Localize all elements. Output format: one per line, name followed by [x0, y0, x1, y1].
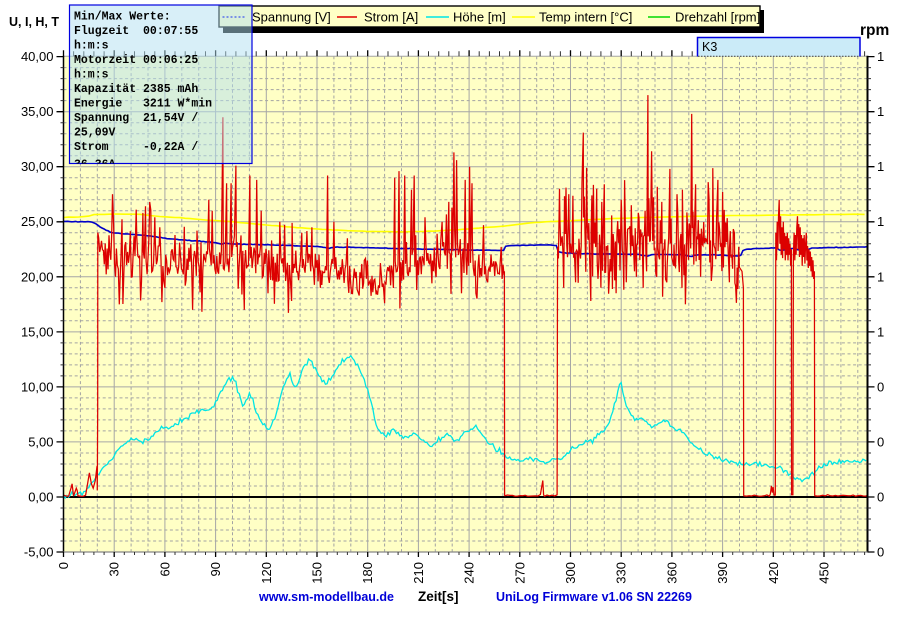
svg-text:360: 360 — [664, 562, 679, 584]
svg-text:Temp intern [°C]: Temp intern [°C] — [539, 10, 632, 25]
svg-text:1: 1 — [877, 324, 884, 339]
svg-text:1: 1 — [877, 159, 884, 174]
svg-text:Min/Max Werte:: Min/Max Werte: — [74, 11, 171, 24]
svg-text:90: 90 — [208, 562, 223, 576]
svg-text:35,00: 35,00 — [21, 104, 54, 119]
svg-text:rpm: rpm — [860, 22, 889, 39]
svg-text:1: 1 — [877, 269, 884, 284]
svg-text:Strom -0,22A /: Strom -0,22A / — [74, 141, 198, 154]
svg-text:60: 60 — [157, 562, 172, 576]
svg-text:Spannung [V]: Spannung [V] — [252, 10, 331, 25]
svg-text:210: 210 — [411, 562, 426, 584]
svg-text:www.sm-modellbau.de: www.sm-modellbau.de — [258, 590, 394, 604]
svg-text:K3: K3 — [702, 40, 717, 54]
svg-text:Höhe [m]: Höhe [m] — [453, 10, 506, 25]
svg-text:1: 1 — [877, 49, 884, 64]
svg-text:420: 420 — [766, 562, 781, 584]
svg-text:0: 0 — [877, 490, 884, 505]
svg-text:0: 0 — [56, 562, 71, 569]
svg-text:1: 1 — [877, 104, 884, 119]
svg-text:30,00: 30,00 — [21, 159, 54, 174]
svg-text:120: 120 — [259, 562, 274, 584]
svg-text:U, I, H, T: U, I, H, T — [9, 15, 59, 29]
svg-text:300: 300 — [563, 562, 578, 584]
svg-text:0,00: 0,00 — [28, 490, 53, 505]
svg-text:450: 450 — [817, 562, 832, 584]
svg-text:Kapazität 2385 mAh: Kapazität 2385 mAh — [74, 83, 198, 96]
svg-text:Flugzeit 00:07:55: Flugzeit 00:07:55 — [74, 25, 198, 38]
svg-text:0: 0 — [877, 379, 884, 394]
svg-text:30: 30 — [107, 562, 122, 576]
svg-text:10,00: 10,00 — [21, 379, 54, 394]
svg-text:h:m:s: h:m:s — [74, 40, 109, 53]
svg-text:UniLog Firmware v1.06 SN 22269: UniLog Firmware v1.06 SN 22269 — [496, 590, 692, 604]
svg-text:20,00: 20,00 — [21, 269, 54, 284]
svg-text:5,00: 5,00 — [28, 434, 53, 449]
svg-text:Spannung 21,54V /: Spannung 21,54V / — [74, 112, 198, 125]
svg-text:36,36A: 36,36A — [74, 159, 116, 172]
svg-text:Strom [A]: Strom [A] — [364, 10, 418, 25]
svg-text:15,00: 15,00 — [21, 324, 54, 339]
svg-text:h:m:s: h:m:s — [74, 69, 109, 82]
svg-text:390: 390 — [715, 562, 730, 584]
svg-text:1: 1 — [877, 214, 884, 229]
svg-text:Motorzeit 00:06:25: Motorzeit 00:06:25 — [74, 54, 198, 67]
svg-text:Zeit[s]: Zeit[s] — [418, 589, 459, 604]
svg-text:240: 240 — [462, 562, 477, 584]
svg-text:40,00: 40,00 — [21, 49, 54, 64]
svg-text:25,00: 25,00 — [21, 214, 54, 229]
svg-text:150: 150 — [310, 562, 325, 584]
svg-text:0: 0 — [877, 434, 884, 449]
svg-text:180: 180 — [360, 562, 375, 584]
svg-text:330: 330 — [614, 562, 629, 584]
svg-text:-5,00: -5,00 — [24, 545, 54, 560]
svg-text:Energie 3211 W*min: Energie 3211 W*min — [74, 98, 212, 111]
svg-text:0: 0 — [877, 545, 884, 560]
svg-text:Drehzahl [rpm]: Drehzahl [rpm] — [675, 10, 760, 25]
svg-text:25,09V: 25,09V — [74, 127, 116, 140]
svg-text:270: 270 — [512, 562, 527, 584]
